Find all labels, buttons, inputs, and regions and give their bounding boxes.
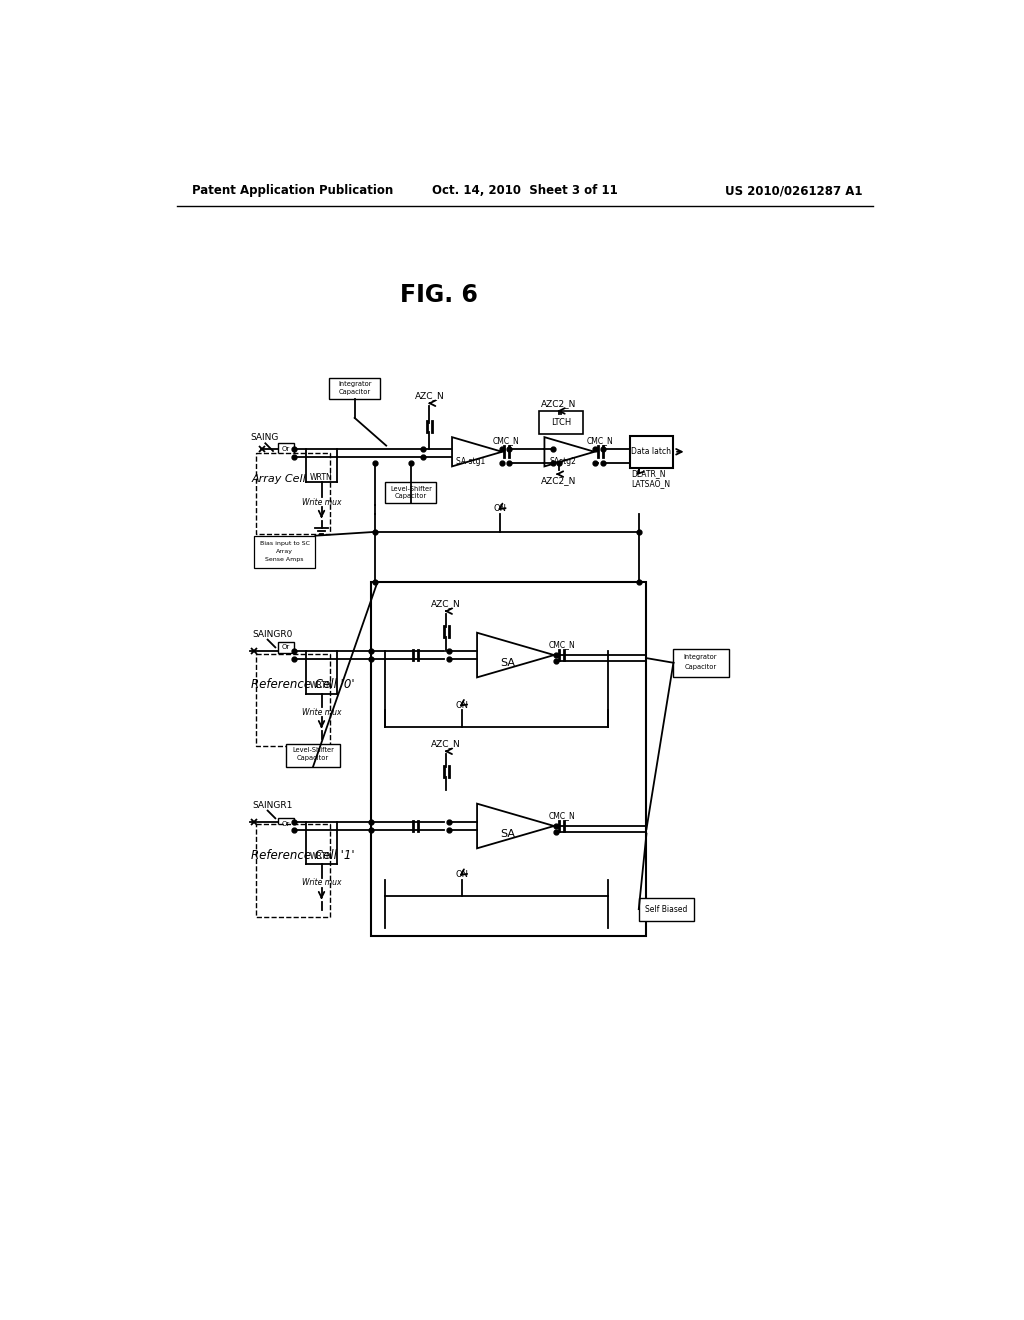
Text: Oct. 14, 2010  Sheet 3 of 11: Oct. 14, 2010 Sheet 3 of 11 bbox=[432, 185, 617, 197]
Text: Or: Or bbox=[282, 821, 290, 826]
Text: AZC2_N: AZC2_N bbox=[541, 399, 577, 408]
Text: AZC2_N: AZC2_N bbox=[541, 475, 577, 484]
Text: ON: ON bbox=[455, 870, 468, 879]
Text: Data latch: Data latch bbox=[631, 447, 671, 457]
Text: Integrator: Integrator bbox=[684, 653, 717, 660]
Bar bbox=[286, 743, 340, 767]
Text: Capacitor: Capacitor bbox=[684, 664, 717, 669]
Bar bbox=[256, 453, 330, 535]
Text: SA stg1: SA stg1 bbox=[457, 457, 485, 466]
Text: SA: SA bbox=[501, 657, 515, 668]
Text: Bias input to SC: Bias input to SC bbox=[259, 541, 309, 546]
Text: WRTN: WRTN bbox=[310, 853, 333, 861]
Bar bbox=[256, 825, 330, 917]
Text: Capacitor: Capacitor bbox=[339, 388, 371, 395]
Polygon shape bbox=[545, 437, 595, 466]
Text: LTCH: LTCH bbox=[551, 418, 571, 426]
Text: Sense Amps: Sense Amps bbox=[265, 557, 304, 562]
Text: AZC_N: AZC_N bbox=[415, 391, 444, 400]
Text: Write mux: Write mux bbox=[302, 879, 341, 887]
Text: CMC_N: CMC_N bbox=[549, 640, 575, 648]
Text: Array: Array bbox=[276, 549, 293, 553]
Bar bbox=[279, 444, 294, 454]
Text: Integrator: Integrator bbox=[338, 381, 372, 387]
Polygon shape bbox=[477, 804, 554, 849]
Text: Level-Shifter: Level-Shifter bbox=[390, 486, 432, 492]
Text: CMC_N: CMC_N bbox=[549, 810, 575, 820]
Text: CMC_N: CMC_N bbox=[587, 436, 613, 445]
Bar bbox=[279, 642, 294, 653]
Text: SAstg2: SAstg2 bbox=[550, 457, 577, 466]
Bar bbox=[254, 536, 315, 568]
Text: FIG. 6: FIG. 6 bbox=[399, 284, 477, 308]
Bar bbox=[539, 411, 584, 434]
Text: Capacitor: Capacitor bbox=[297, 755, 329, 762]
Bar bbox=[630, 436, 673, 469]
Text: Self Biased: Self Biased bbox=[645, 904, 688, 913]
Text: WRTN: WRTN bbox=[310, 474, 333, 482]
Text: Patent Application Publication: Patent Application Publication bbox=[193, 185, 393, 197]
Text: Level-Shifter: Level-Shifter bbox=[292, 747, 334, 752]
Bar bbox=[385, 482, 436, 503]
Text: Reference Cell '0': Reference Cell '0' bbox=[252, 677, 355, 690]
Text: Write mux: Write mux bbox=[302, 498, 341, 507]
Text: CMC_N: CMC_N bbox=[493, 436, 520, 445]
Text: Reference Cell '1': Reference Cell '1' bbox=[252, 849, 355, 862]
Bar bbox=[330, 378, 380, 400]
Polygon shape bbox=[452, 437, 502, 466]
Polygon shape bbox=[477, 632, 554, 677]
Text: SAINGR1: SAINGR1 bbox=[252, 801, 293, 809]
Text: ON: ON bbox=[455, 701, 468, 710]
Bar bbox=[674, 649, 729, 677]
Text: ON: ON bbox=[494, 504, 507, 513]
Text: AZC_N: AZC_N bbox=[431, 599, 461, 609]
Bar bbox=[639, 898, 694, 921]
Text: SAINGR0: SAINGR0 bbox=[252, 630, 293, 639]
Text: Capacitor: Capacitor bbox=[395, 494, 427, 499]
Text: Write mux: Write mux bbox=[302, 708, 341, 717]
Text: WRTN: WRTN bbox=[310, 681, 333, 690]
Text: AZC_N: AZC_N bbox=[431, 739, 461, 748]
Bar bbox=[371, 582, 646, 936]
Text: Array Cell: Array Cell bbox=[252, 474, 306, 484]
Bar bbox=[279, 818, 294, 829]
Text: Or: Or bbox=[282, 446, 290, 451]
Bar bbox=[256, 653, 330, 746]
Text: DLATR_N: DLATR_N bbox=[631, 470, 666, 479]
Text: SAING: SAING bbox=[250, 433, 279, 442]
Text: US 2010/0261287 A1: US 2010/0261287 A1 bbox=[725, 185, 862, 197]
Text: Or: Or bbox=[282, 644, 290, 651]
Text: SA: SA bbox=[501, 829, 515, 838]
Text: LATSAO_N: LATSAO_N bbox=[631, 479, 670, 488]
